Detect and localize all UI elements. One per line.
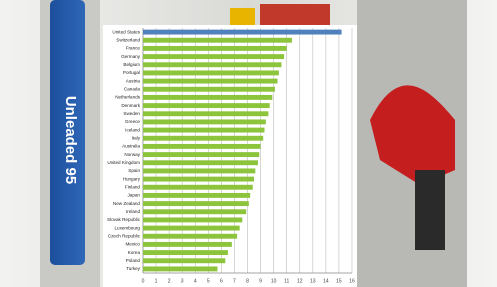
x-tick-label: 7 (233, 278, 236, 284)
bar (143, 226, 240, 231)
y-tick-label: Slovak Republic (107, 217, 141, 222)
y-tick-label: Belgium (123, 62, 140, 67)
screenshot: Unleaded 95 012345678910111213141516Unit… (0, 0, 497, 287)
x-tick-label: 13 (310, 278, 316, 284)
bar (143, 38, 292, 43)
x-tick-label: 15 (336, 278, 342, 284)
x-tick-label: 5 (207, 278, 210, 284)
bar (143, 103, 270, 108)
bar (143, 250, 228, 255)
chart: Unleaded 95 012345678910111213141516Unit… (0, 0, 497, 287)
y-tick-label: Portugal (123, 70, 140, 75)
y-tick-label: Turkey (126, 266, 141, 271)
bar (143, 95, 272, 100)
bar (143, 209, 246, 214)
y-tick-label: United Kingdom (107, 160, 140, 165)
bar (143, 46, 287, 51)
bar (143, 119, 266, 124)
y-tick-label: Norway (124, 152, 140, 157)
y-tick-label: New Zealand (113, 201, 141, 206)
x-tick-label: 16 (349, 278, 355, 284)
bar (143, 168, 255, 173)
bar (143, 242, 232, 247)
y-tick-label: Switzerland (116, 37, 140, 42)
bar (143, 177, 254, 182)
y-tick-label: Luxembourg (114, 225, 140, 230)
x-tick-label: 4 (194, 278, 197, 284)
y-tick-label: Netherlands (115, 95, 140, 100)
y-tick-label: Hungary (123, 176, 141, 181)
x-tick-label: 9 (259, 278, 262, 284)
x-tick-label: 3 (181, 278, 184, 284)
y-tick-label: Finland (125, 184, 141, 189)
red-handle (260, 4, 330, 26)
y-tick-label: Mexico (125, 242, 140, 247)
y-tick-label: Ireland (126, 209, 140, 214)
y-tick-label: Greece (125, 119, 141, 124)
x-tick-label: 11 (284, 278, 289, 284)
x-tick-label: 14 (323, 278, 329, 284)
y-tick-label: Canada (124, 86, 141, 91)
bar (143, 160, 258, 165)
sign-text: Unleaded 95 (62, 96, 79, 184)
nozzle-grip (415, 170, 445, 250)
bar (143, 70, 279, 75)
x-tick-label: 8 (246, 278, 249, 284)
y-tick-label: Australia (122, 144, 140, 149)
x-tick-label: 0 (142, 278, 145, 284)
bar (143, 87, 275, 92)
y-tick-label: Spain (128, 168, 140, 173)
x-tick-label: 2 (168, 278, 171, 284)
y-tick-label: Japan (127, 193, 140, 198)
bar (143, 136, 263, 141)
bar (143, 54, 284, 59)
y-tick-label: Denmark (121, 103, 140, 108)
bar (143, 144, 261, 149)
y-tick-label: Iceland (125, 127, 140, 132)
y-tick-label: United States (112, 29, 140, 34)
bar (143, 266, 217, 271)
y-tick-label: Czech Republic (108, 233, 141, 238)
x-tick-label: 6 (220, 278, 223, 284)
bar (143, 79, 278, 84)
bar (143, 217, 242, 222)
bar (143, 234, 237, 239)
bar (143, 258, 225, 263)
bar (143, 193, 250, 198)
y-tick-label: Germany (121, 54, 141, 59)
bar (143, 30, 342, 35)
bar (143, 201, 249, 206)
y-tick-label: Austria (126, 78, 141, 83)
bar (143, 62, 281, 67)
y-tick-label: Sweden (123, 111, 140, 116)
x-tick-label: 12 (297, 278, 303, 284)
x-tick-label: 10 (271, 278, 277, 284)
y-tick-label: Korea (128, 250, 141, 255)
bar (143, 128, 264, 133)
x-tick-label: 1 (155, 278, 158, 284)
yellow-handle (230, 8, 255, 26)
y-tick-label: Poland (126, 258, 141, 263)
bar (143, 152, 259, 157)
y-tick-label: Italy (132, 135, 141, 140)
bar (143, 185, 253, 190)
bar (143, 111, 268, 116)
y-tick-label: France (126, 46, 141, 51)
